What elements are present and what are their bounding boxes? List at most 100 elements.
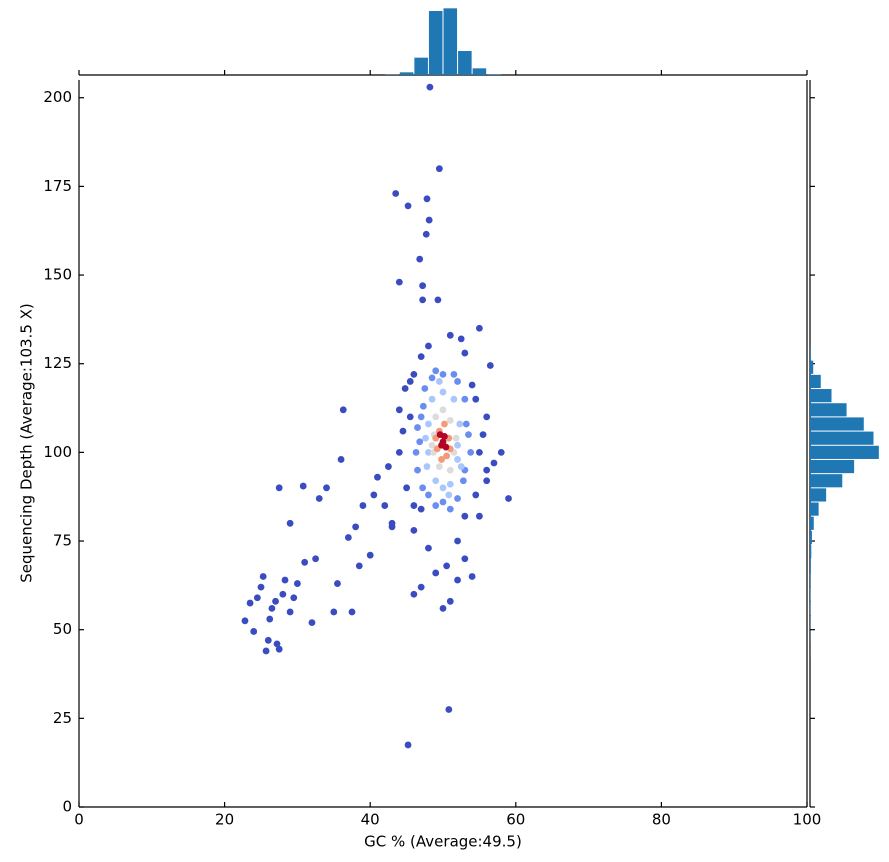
point [458, 463, 465, 470]
point [454, 456, 461, 463]
point [491, 460, 498, 467]
point [420, 403, 427, 410]
point [432, 570, 439, 577]
point [418, 584, 425, 591]
point [447, 598, 454, 605]
point [436, 165, 443, 172]
point [422, 435, 429, 442]
histogram-bar [810, 588, 811, 601]
point [454, 442, 461, 449]
point [445, 706, 452, 713]
point [330, 609, 337, 616]
x-tick-label: 40 [361, 811, 380, 829]
point [279, 591, 286, 598]
histogram-bar [810, 417, 864, 430]
point [465, 431, 472, 438]
point [413, 449, 420, 456]
point [447, 481, 454, 488]
point [440, 484, 447, 491]
point [381, 502, 388, 509]
point [454, 378, 461, 385]
point [405, 742, 412, 749]
point [476, 325, 483, 332]
x-tick-label: 0 [74, 811, 84, 829]
y-tick-label: 25 [53, 709, 72, 727]
point [436, 378, 443, 385]
histogram-bar [810, 446, 879, 459]
point [266, 616, 273, 623]
point [451, 396, 458, 403]
x-tick-label: 80 [652, 811, 671, 829]
point [410, 371, 417, 378]
point [418, 353, 425, 360]
point [282, 577, 289, 584]
point [425, 343, 432, 350]
histogram-bar [810, 474, 842, 487]
histogram-bar [810, 389, 832, 402]
point [460, 477, 467, 484]
point [334, 580, 341, 587]
point [438, 456, 445, 463]
point [432, 502, 439, 509]
point [461, 555, 468, 562]
point [418, 506, 425, 513]
point [425, 492, 432, 499]
point [290, 594, 297, 601]
point [323, 484, 330, 491]
point [472, 492, 479, 499]
point [300, 483, 307, 490]
point [429, 374, 436, 381]
point [345, 534, 352, 541]
point [483, 477, 490, 484]
point [414, 424, 421, 431]
point [487, 362, 494, 369]
histogram-bar [810, 503, 819, 516]
point [445, 492, 452, 499]
point [396, 279, 403, 286]
point [441, 421, 448, 428]
histogram-bar [444, 8, 458, 75]
point [505, 495, 512, 502]
point [385, 463, 392, 470]
point [312, 555, 319, 562]
point [400, 428, 407, 435]
point [407, 414, 414, 421]
point [456, 421, 463, 428]
point [405, 202, 412, 209]
point [472, 396, 479, 403]
point [338, 456, 345, 463]
point [424, 195, 431, 202]
point [352, 523, 359, 530]
histogram-bar [810, 531, 812, 544]
point [447, 417, 454, 424]
point [440, 371, 447, 378]
point [403, 484, 410, 491]
histogram-bar [810, 375, 821, 388]
point [447, 506, 454, 513]
point [458, 335, 465, 342]
point [443, 562, 450, 569]
point [432, 414, 439, 421]
histogram-bar [810, 346, 811, 359]
point [469, 382, 476, 389]
x-tick-label: 60 [506, 811, 525, 829]
point [467, 449, 474, 456]
point [418, 414, 425, 421]
histogram-bar [810, 432, 873, 445]
histogram-bar [414, 58, 428, 75]
point [419, 282, 426, 289]
point [447, 467, 454, 474]
histogram-bar [473, 68, 487, 75]
point [480, 431, 487, 438]
point [265, 637, 272, 644]
point [424, 463, 431, 470]
point [476, 449, 483, 456]
histogram-bar [400, 72, 414, 75]
point [349, 609, 356, 616]
point [419, 296, 426, 303]
point [356, 562, 363, 569]
point [410, 527, 417, 534]
y-tick-label: 125 [43, 354, 72, 372]
point [440, 605, 447, 612]
